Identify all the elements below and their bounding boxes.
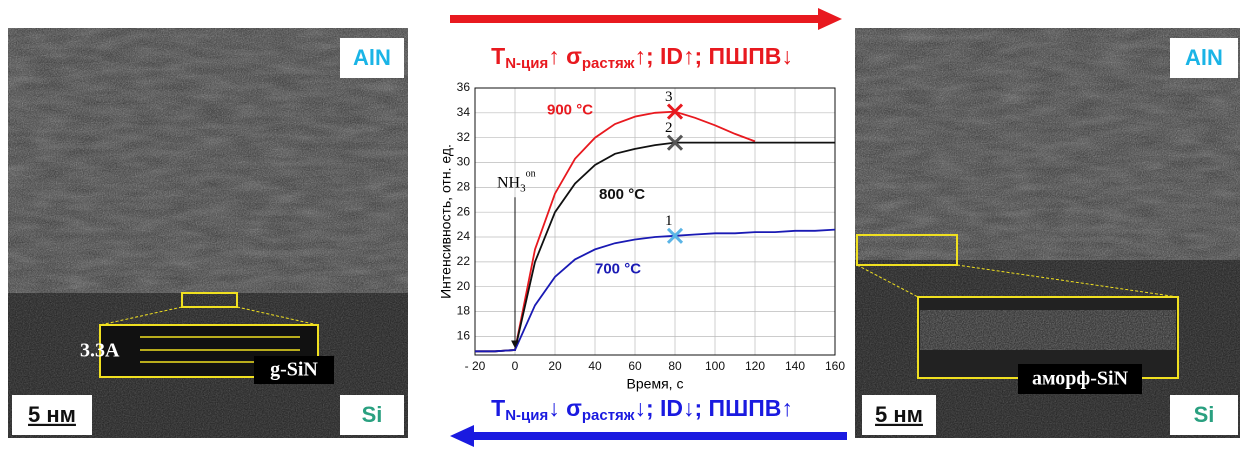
caption-part: ↓; ID↓; ПШПВ↑	[634, 395, 792, 421]
increase-arrow-head	[818, 8, 842, 30]
plot-area	[475, 88, 835, 355]
annotation-part: on	[526, 169, 536, 180]
spacing-label: 3.3A	[80, 340, 120, 362]
point-marker	[666, 103, 684, 120]
y-tick-label: 20	[457, 279, 471, 293]
plot-frame	[474, 87, 836, 356]
caption-part: σ	[566, 43, 582, 69]
point-label: 2	[665, 120, 673, 136]
y-tick-label: 28	[457, 180, 471, 194]
x-tick-label: 60	[628, 359, 642, 373]
si-label: Si	[362, 402, 383, 427]
caption-part: растяж	[582, 55, 635, 72]
caption-part: T	[491, 395, 505, 421]
caption-part: T	[491, 43, 505, 69]
annotation-part: 3	[520, 182, 526, 194]
phase-label: g-SiN	[270, 359, 318, 381]
left-image: AlN Si 5 нм 3.3A g-SiN	[8, 28, 408, 438]
y-tick-label: 18	[457, 304, 471, 318]
caption-part: ↓	[548, 395, 566, 421]
x-tick-label: 140	[785, 359, 805, 373]
x-tick-label: 80	[668, 359, 682, 373]
right-image: AlN Si 5 нм аморф-SiN	[855, 28, 1240, 438]
series-line	[475, 141, 835, 353]
x-tick-label: 100	[705, 359, 725, 373]
point-marker	[666, 134, 684, 151]
bottom-caption: TN-ция↓ σрастяж↓; ID↓; ПШПВ↑	[491, 395, 793, 424]
y-axis-label: Интенсивность, отн. ед.	[438, 144, 454, 299]
y-tick-label: 30	[457, 155, 471, 169]
y-tick-label: 36	[457, 80, 471, 94]
annotation-part: NH	[497, 174, 521, 191]
series-label: 700 °C	[595, 260, 641, 277]
x-tick-label: 0	[512, 359, 519, 373]
phase-label: аморф-SiN	[1032, 368, 1129, 390]
x-axis-label: Время, с	[627, 376, 684, 392]
series-line	[475, 110, 756, 353]
y-tick-label: 22	[457, 254, 471, 268]
caption-part: ↑; ID↑; ПШПВ↓	[634, 43, 792, 69]
y-tick-label: 32	[457, 130, 471, 144]
annotation: NH3on	[497, 169, 536, 194]
point-marker	[666, 227, 684, 244]
point-label: 1	[665, 213, 673, 229]
x-tick-label: 160	[825, 359, 845, 373]
caption-part: ↑	[548, 43, 566, 69]
scale-label: 5 нм	[875, 402, 923, 427]
scale-label: 5 нм	[28, 402, 76, 427]
series-line	[475, 228, 836, 353]
si-label: Si	[1194, 402, 1215, 427]
caption-part: σ	[566, 395, 582, 421]
y-tick-label: 26	[457, 204, 471, 218]
x-tick-label: - 20	[465, 359, 486, 373]
caption-part: растяж	[582, 407, 635, 424]
series-label: 900 °C	[547, 101, 593, 118]
aln-label: AlN	[1185, 45, 1223, 70]
caption-part: N-ция	[505, 407, 548, 424]
aln-label: AlN	[353, 45, 391, 70]
decrease-arrow-head	[450, 425, 474, 447]
y-tick-label: 34	[457, 105, 471, 119]
x-tick-label: 120	[745, 359, 765, 373]
y-tick-label: 24	[457, 229, 471, 243]
caption-part: N-ция	[505, 55, 548, 72]
x-tick-label: 40	[588, 359, 602, 373]
series-label: 800 °C	[599, 186, 645, 203]
point-label: 3	[665, 89, 673, 105]
top-caption: TN-ция↑ σрастяж↑; ID↑; ПШПВ↓	[491, 43, 793, 72]
y-tick-label: 16	[457, 329, 471, 343]
x-tick-label: 20	[548, 359, 562, 373]
